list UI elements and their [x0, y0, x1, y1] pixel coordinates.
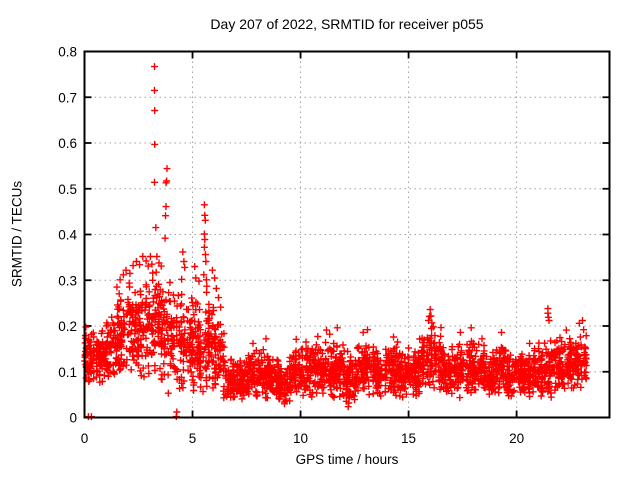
y-tick-label: 0.6 [58, 136, 77, 151]
chart-title: Day 207 of 2022, SRMTID for receiver p05… [210, 16, 484, 32]
x-axis-label: GPS time / hours [295, 452, 399, 467]
y-tick-label: 0 [69, 411, 77, 426]
plot-frame [83, 50, 611, 419]
y-tick-label: 0.5 [58, 182, 77, 197]
y-tick-label: 0.1 [58, 365, 77, 380]
x-tick-label: 0 [81, 431, 89, 446]
scatter-points [81, 63, 590, 421]
y-tick-label: 0.8 [58, 45, 77, 60]
y-tick-label: 0.2 [58, 319, 77, 334]
y-tick-label: 0.3 [58, 273, 77, 288]
y-tick-label: 0.4 [58, 228, 77, 243]
y-tick-label: 0.7 [58, 90, 77, 105]
x-tick-label: 10 [293, 431, 308, 446]
x-tick-label: 5 [189, 431, 197, 446]
x-tick-label: 20 [509, 431, 524, 446]
x-tick-label: 15 [401, 431, 416, 446]
